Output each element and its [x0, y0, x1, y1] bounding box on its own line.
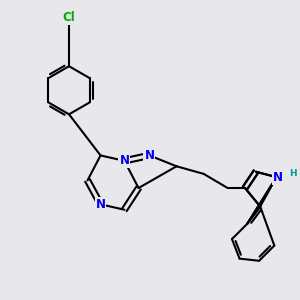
- Text: N: N: [119, 154, 129, 167]
- Text: N: N: [95, 198, 106, 211]
- Text: H: H: [289, 169, 296, 178]
- Text: N: N: [273, 171, 283, 184]
- Text: N: N: [144, 149, 154, 162]
- Text: Cl: Cl: [63, 11, 75, 24]
